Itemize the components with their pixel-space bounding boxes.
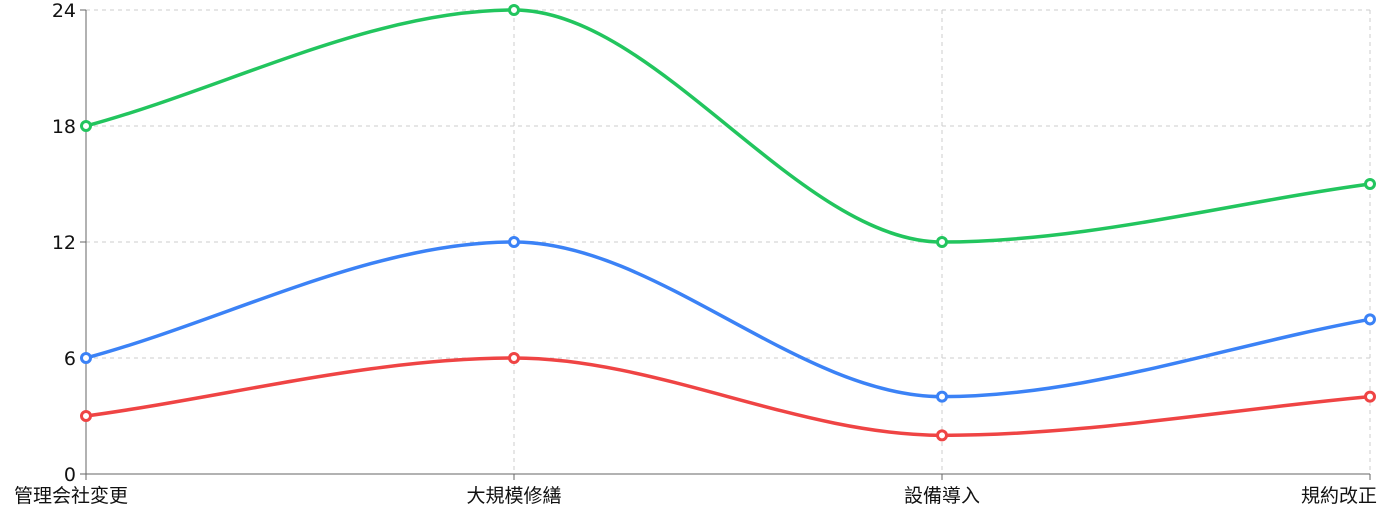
series-line [84, 240, 1372, 399]
series-line [84, 356, 1372, 438]
x-tick-label: 管理会社変更 [14, 485, 128, 507]
x-tick-label: 設備導入 [904, 485, 980, 507]
data-point[interactable] [508, 236, 520, 248]
y-tick-label: 18 [52, 116, 76, 138]
axes: 0 6 12 18 24 管理会社変更 大規模修繕 設備導入 規約改正 [14, 0, 1377, 507]
data-point[interactable] [80, 410, 92, 422]
data-point[interactable] [936, 390, 948, 403]
x-tick-label: 大規模修繕 [466, 485, 561, 507]
data-point[interactable] [936, 429, 948, 442]
y-tick-label: 6 [64, 348, 76, 370]
data-point[interactable] [508, 4, 520, 16]
series-line [84, 8, 1372, 244]
data-point[interactable] [1364, 313, 1376, 326]
data-point[interactable] [80, 120, 92, 132]
x-tick-label: 規約改正 [1301, 485, 1377, 507]
data-point[interactable] [508, 352, 520, 364]
grid [86, 9, 1371, 474]
y-tick-label: 0 [64, 464, 76, 486]
data-point[interactable] [80, 352, 92, 364]
data-point[interactable] [1364, 390, 1376, 403]
data-point[interactable] [936, 236, 948, 248]
y-tick-label: 24 [52, 0, 76, 22]
series-2 [80, 352, 1376, 442]
series-group [80, 4, 1376, 442]
series-1 [80, 236, 1376, 403]
series-0 [80, 4, 1376, 248]
data-point[interactable] [1364, 178, 1376, 190]
y-tick-label: 12 [52, 232, 76, 254]
